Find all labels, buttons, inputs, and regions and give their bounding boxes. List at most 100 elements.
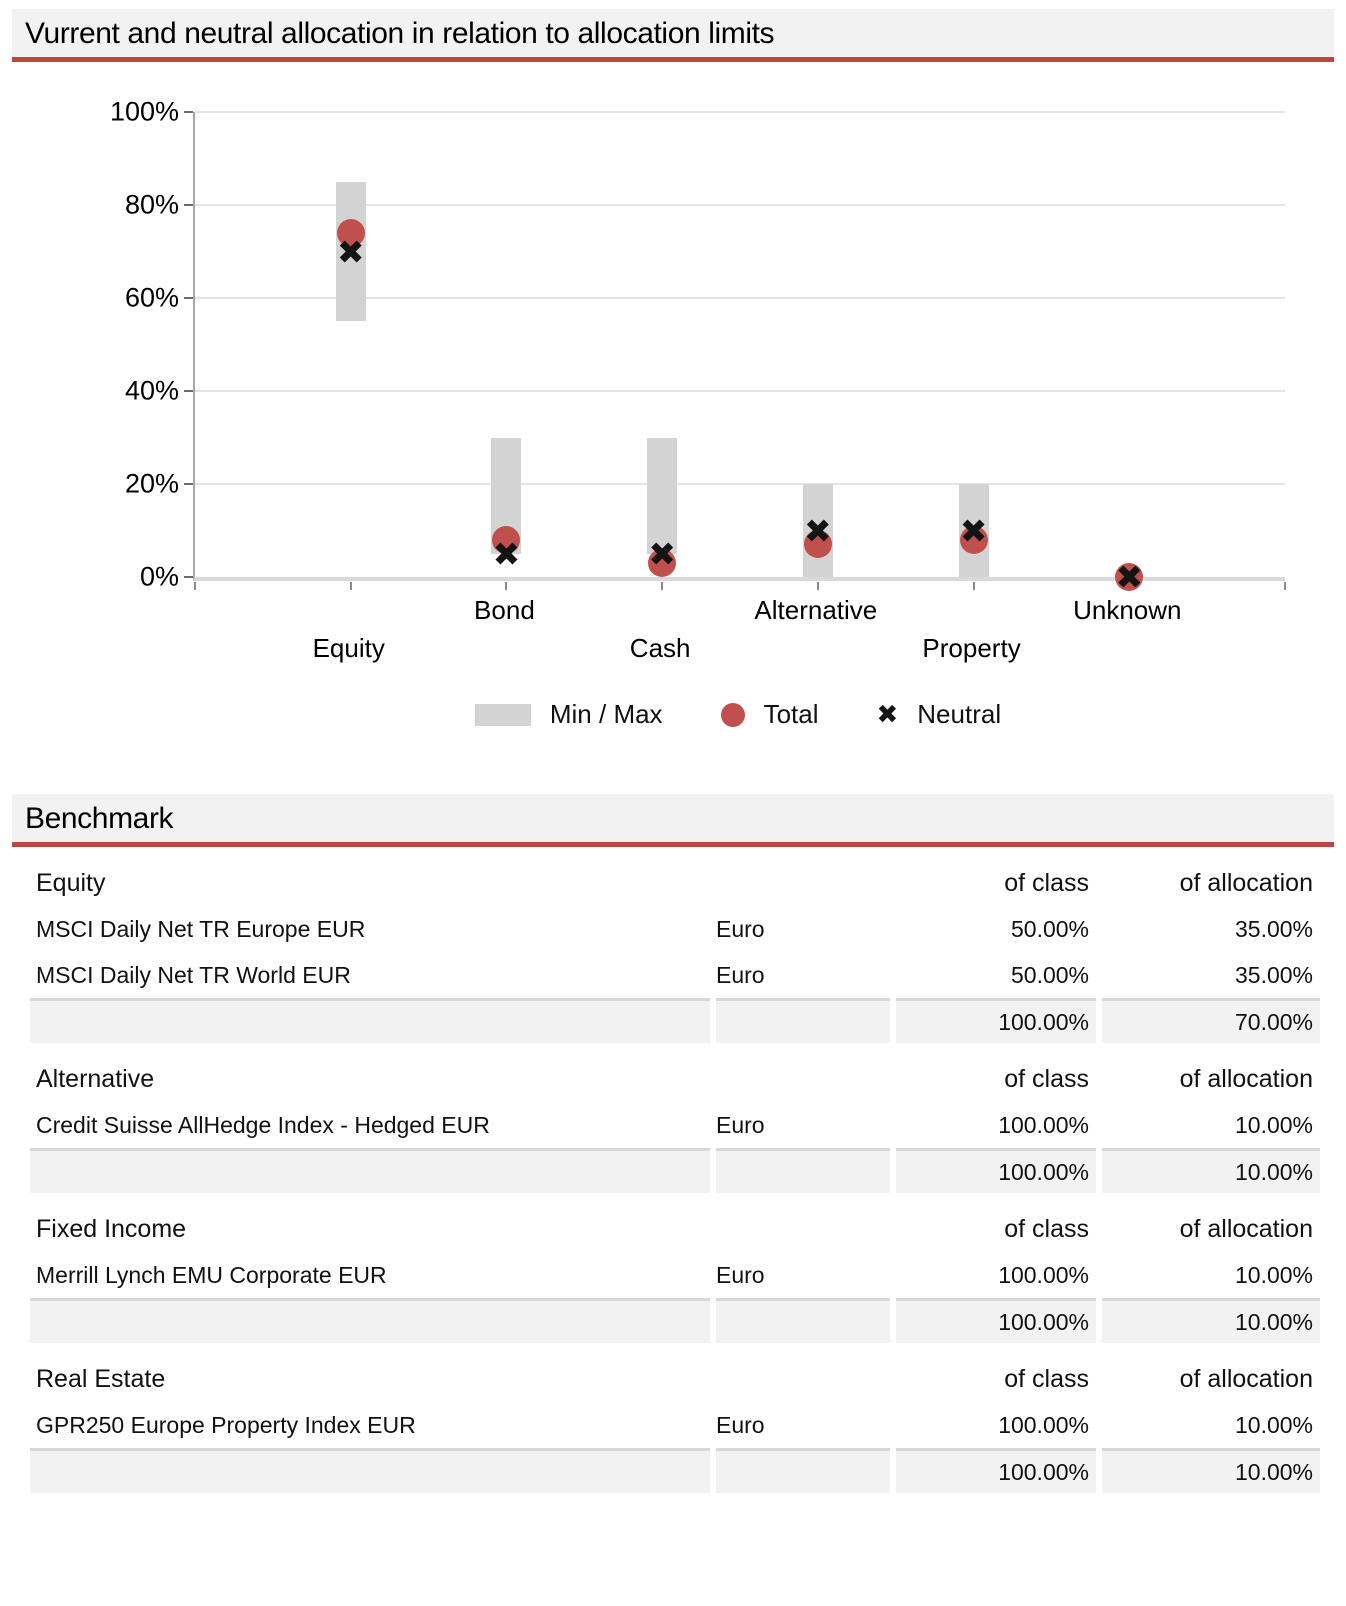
- currency: Euro: [716, 1111, 765, 1138]
- accent-divider: [12, 57, 1334, 62]
- chart-section-title: Vurrent and neutral allocation in relati…: [12, 9, 1334, 57]
- benchmark-row: MSCI Daily Net TR World EUR Euro 50.00% 35.…: [30, 952, 1320, 998]
- x-axis-category-label: Cash: [629, 633, 691, 663]
- index-name: MSCI Daily Net TR Europe EUR: [36, 915, 366, 942]
- neutral-marker: ✖: [959, 511, 988, 550]
- minmax-range-bar: [647, 437, 678, 554]
- asset-class-name: Equity: [36, 868, 106, 897]
- neutral-x-icon: ✖: [876, 699, 899, 730]
- of-allocation-value: 35.00%: [1234, 961, 1313, 988]
- of-allocation-total: 10.00%: [1102, 1448, 1320, 1493]
- neutral-marker: ✖: [648, 534, 676, 574]
- spacer: [716, 1148, 890, 1193]
- neutral-marker: ✖: [492, 534, 521, 574]
- total-marker: [648, 549, 677, 578]
- index-name: Credit Suisse AllHedge Index - Hedged EU…: [36, 1111, 490, 1138]
- of-allocation-header: of allocation: [1179, 1364, 1313, 1393]
- spacer: [716, 1448, 890, 1493]
- index-name: Merrill Lynch EMU Corporate EUR: [36, 1261, 387, 1288]
- x-axis-tick: [349, 582, 352, 590]
- index-name: GPR250 Europe Property Index EUR: [36, 1411, 416, 1438]
- of-class-header: of class: [1004, 1214, 1089, 1243]
- y-axis-tick: [184, 297, 193, 299]
- total-marker: [492, 525, 521, 554]
- spacer: [716, 998, 890, 1043]
- total-marker: [336, 218, 365, 247]
- benchmark-row: Credit Suisse AllHedge Index - Hedged EU…: [30, 1102, 1320, 1148]
- y-axis-tick: [184, 204, 193, 206]
- spacer: [30, 1448, 710, 1493]
- of-allocation-header: of allocation: [1179, 1064, 1313, 1093]
- legend-item-minmax: Min / Max: [474, 699, 663, 730]
- of-class-value: 100.00%: [998, 1411, 1089, 1438]
- benchmark-section-header: Benchmark: [12, 794, 1334, 847]
- benchmark-section-title: Benchmark: [12, 794, 1334, 842]
- y-axis-tick-label: 80%: [124, 189, 179, 220]
- y-axis-tick-label: 60%: [124, 282, 179, 313]
- x-axis-tick: [1284, 582, 1286, 590]
- gridline: [195, 297, 1285, 299]
- group-total-row: 100.00% 10.00%: [30, 1298, 1320, 1343]
- legend-neutral-label: Neutral: [917, 699, 1002, 729]
- group-total-row: 100.00% 70.00%: [30, 998, 1320, 1043]
- of-class-total: 100.00%: [896, 1448, 1096, 1493]
- chart-section-header: Vurrent and neutral allocation in relati…: [12, 9, 1334, 62]
- of-class-total: 100.00%: [896, 1298, 1096, 1343]
- benchmark-row: GPR250 Europe Property Index EUR Euro 100.…: [30, 1402, 1320, 1448]
- y-axis-tick-label: 100%: [109, 96, 179, 127]
- neutral-marker: ✖: [804, 511, 832, 550]
- spacer: [30, 998, 710, 1043]
- x-axis-tick: [816, 582, 819, 590]
- group-header-row: Equity of class of allocation: [30, 860, 1320, 906]
- report-page: Vurrent and neutral allocation in relati…: [12, 9, 1334, 1493]
- of-allocation-header: of allocation: [1179, 1214, 1313, 1243]
- legend-minmax-label: Min / Max: [549, 699, 663, 729]
- legend-item-neutral: ✖ Neutral: [876, 699, 1001, 730]
- group-header-row: Fixed Income of class of allocation: [30, 1206, 1320, 1252]
- total-marker: [803, 530, 832, 559]
- y-axis-labels: 0% 20% 40% 60% 80% 100%: [12, 97, 193, 592]
- currency: Euro: [716, 915, 765, 942]
- benchmark-row: MSCI Daily Net TR Europe EUR Euro 50.00% 35…: [30, 906, 1320, 952]
- currency: Euro: [716, 1411, 765, 1438]
- gridline: [195, 390, 1285, 392]
- neutral-marker: ✖: [336, 232, 365, 271]
- y-axis-tick-label: 20%: [124, 468, 179, 499]
- gridline: [195, 111, 1285, 113]
- legend-total-label: Total: [763, 699, 819, 729]
- of-class-value: 100.00%: [998, 1261, 1089, 1288]
- minmax-swatch-icon: [474, 703, 531, 726]
- of-class-value: 50.00%: [1010, 915, 1089, 942]
- currency: Euro: [716, 961, 765, 988]
- spacer: [30, 1148, 710, 1193]
- minmax-range-bar: [335, 181, 366, 322]
- y-axis-tick: [184, 390, 193, 392]
- of-allocation-total: 10.00%: [1102, 1298, 1320, 1343]
- total-marker: [1115, 563, 1144, 591]
- x-axis-labels: Equity Bond Cash Alternative Property Unknown: [193, 581, 1283, 677]
- group-header-row: Real Estate of class of allocation: [30, 1356, 1320, 1402]
- y-axis-tick: [184, 111, 193, 113]
- x-axis-tick: [972, 582, 975, 590]
- legend-item-total: Total: [720, 699, 819, 730]
- currency: Euro: [716, 1261, 765, 1288]
- gridline: [195, 483, 1285, 485]
- benchmark-row: Merrill Lynch EMU Corporate EUR Euro 100.0…: [30, 1252, 1320, 1298]
- of-allocation-total: 70.00%: [1102, 998, 1320, 1043]
- benchmark-table: Equity of class of allocation MSCI Daily Ne…: [30, 860, 1320, 1493]
- of-class-header: of class: [1004, 1364, 1089, 1393]
- of-class-total: 100.00%: [896, 1148, 1096, 1193]
- x-axis-tick: [505, 582, 508, 590]
- of-allocation-value: 35.00%: [1234, 915, 1313, 942]
- x-axis-category-label: Alternative: [754, 595, 878, 625]
- x-axis-category-label: Equity: [312, 633, 385, 663]
- asset-class-name: Alternative: [36, 1064, 155, 1093]
- total-dot-icon: [720, 702, 745, 727]
- of-class-value: 50.00%: [1010, 961, 1089, 988]
- accent-divider: [12, 842, 1334, 847]
- total-marker: [959, 525, 988, 554]
- asset-class-name: Fixed Income: [36, 1214, 187, 1243]
- allocation-chart: 0% 20% 40% 60% 80% 100% ✖ ✖ ✖ ✖ ✖ ✖ Equity Bond Cash…: [12, 89, 1334, 749]
- asset-class-name: Real Estate: [36, 1364, 166, 1393]
- of-class-header: of class: [1004, 1064, 1089, 1093]
